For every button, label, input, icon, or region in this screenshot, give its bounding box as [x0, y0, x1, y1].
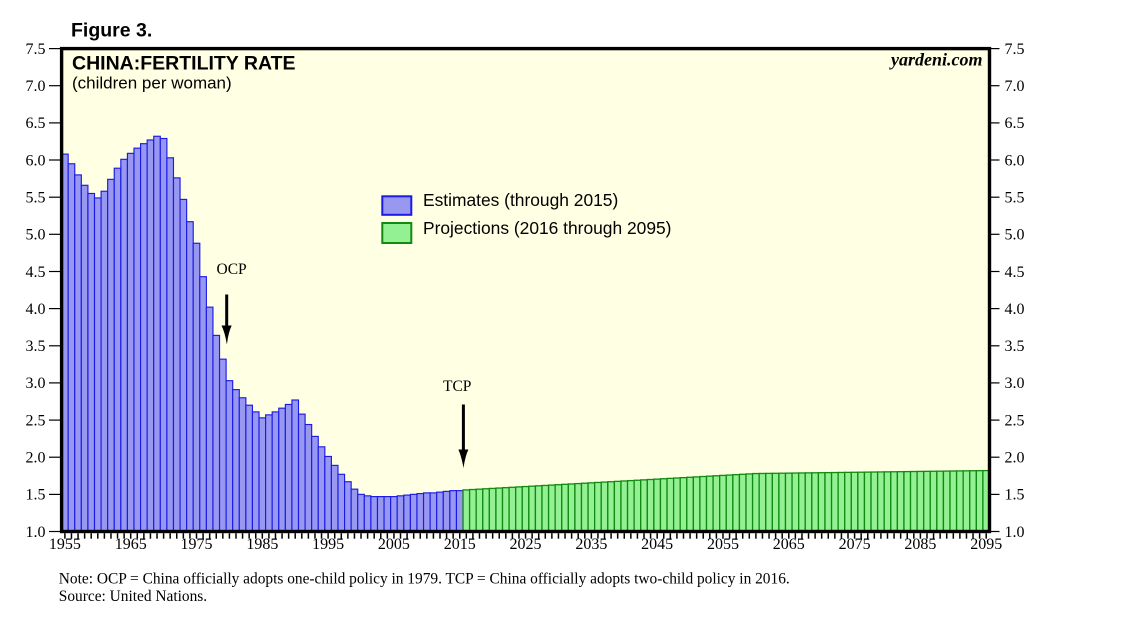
svg-text:6.5: 6.5 — [26, 115, 46, 132]
svg-text:Estimates (through 2015): Estimates (through 2015) — [423, 190, 618, 210]
svg-text:2095: 2095 — [970, 536, 1002, 553]
svg-text:6.0: 6.0 — [1005, 152, 1025, 169]
svg-text:Figure 3.: Figure 3. — [71, 20, 152, 42]
svg-text:4.0: 4.0 — [26, 301, 46, 318]
svg-text:(children per woman): (children per woman) — [72, 74, 232, 93]
svg-text:1995: 1995 — [312, 536, 344, 553]
svg-text:1985: 1985 — [246, 536, 278, 553]
svg-text:2.5: 2.5 — [1005, 412, 1025, 429]
svg-text:7.0: 7.0 — [26, 78, 46, 95]
svg-text:2.0: 2.0 — [26, 450, 46, 467]
svg-text:4.5: 4.5 — [26, 264, 46, 281]
svg-text:2025: 2025 — [510, 536, 542, 553]
svg-text:5.5: 5.5 — [26, 190, 46, 207]
svg-text:2015: 2015 — [444, 536, 476, 553]
svg-text:2035: 2035 — [575, 536, 607, 553]
svg-text:7.5: 7.5 — [26, 41, 46, 58]
svg-text:3.5: 3.5 — [1005, 338, 1025, 355]
svg-text:4.0: 4.0 — [1005, 301, 1025, 318]
svg-text:3.0: 3.0 — [26, 375, 46, 392]
svg-text:2075: 2075 — [839, 536, 871, 553]
svg-text:TCP: TCP — [443, 378, 471, 395]
svg-text:2055: 2055 — [707, 536, 739, 553]
svg-text:2.5: 2.5 — [26, 412, 46, 429]
svg-text:1.0: 1.0 — [1005, 524, 1025, 541]
svg-text:6.0: 6.0 — [26, 152, 46, 169]
svg-text:3.0: 3.0 — [1005, 375, 1025, 392]
svg-text:2.0: 2.0 — [1005, 450, 1025, 467]
svg-text:5.0: 5.0 — [26, 227, 46, 244]
svg-text:3.5: 3.5 — [26, 338, 46, 355]
svg-text:5.5: 5.5 — [1005, 190, 1025, 207]
svg-text:yardeni.com: yardeni.com — [889, 50, 983, 70]
svg-text:1.5: 1.5 — [1005, 487, 1025, 504]
svg-text:7.5: 7.5 — [1005, 41, 1025, 58]
svg-text:1975: 1975 — [181, 536, 213, 553]
svg-text:7.0: 7.0 — [1005, 78, 1025, 95]
svg-text:2045: 2045 — [641, 536, 673, 553]
svg-text:2005: 2005 — [378, 536, 410, 553]
svg-text:2085: 2085 — [904, 536, 936, 553]
svg-text:CHINA:FERTILITY RATE: CHINA:FERTILITY RATE — [72, 52, 296, 74]
svg-text:4.5: 4.5 — [1005, 264, 1025, 281]
svg-text:Note: OCP = China officially a: Note: OCP = China officially adopts one-… — [59, 571, 790, 588]
svg-text:Source: United Nations.: Source: United Nations. — [59, 588, 207, 605]
svg-text:1.0: 1.0 — [26, 524, 46, 541]
svg-text:OCP: OCP — [217, 261, 247, 278]
svg-text:1965: 1965 — [115, 536, 147, 553]
svg-text:1955: 1955 — [49, 536, 81, 553]
svg-text:2065: 2065 — [773, 536, 805, 553]
svg-text:5.0: 5.0 — [1005, 227, 1025, 244]
svg-text:Projections (2016 through 2095: Projections (2016 through 2095) — [423, 218, 671, 238]
svg-text:1.5: 1.5 — [26, 487, 46, 504]
svg-text:6.5: 6.5 — [1005, 115, 1025, 132]
